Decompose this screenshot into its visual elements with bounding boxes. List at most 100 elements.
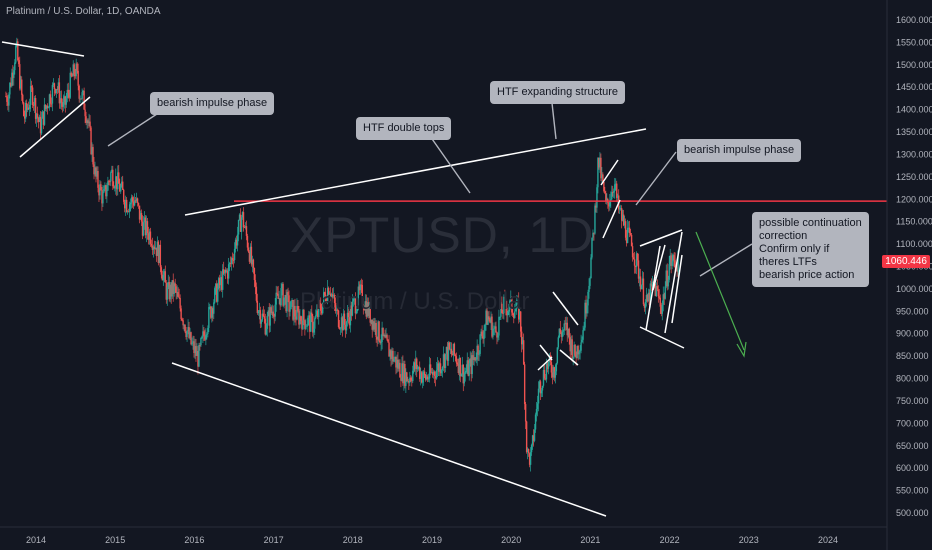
candle-body (498, 316, 500, 336)
candle-body (318, 303, 320, 318)
price-tick-label: 1600.000 (896, 15, 932, 25)
candle-body (294, 305, 296, 317)
expanding-structure-lower-line[interactable] (171, 362, 607, 517)
candle-body (303, 309, 305, 321)
flag-upper-line[interactable] (639, 229, 683, 247)
candle-body (419, 366, 421, 379)
candle-body (155, 247, 158, 256)
candle-body (623, 221, 626, 226)
candle-body (564, 323, 566, 325)
candle-body (223, 269, 226, 274)
callout-pointer[interactable] (429, 135, 471, 194)
candle-body (293, 305, 295, 320)
candle-body (592, 232, 594, 238)
callout-line: theres LTFs (759, 256, 817, 268)
candle-body (224, 269, 227, 273)
candle-body (454, 354, 457, 357)
candle-body (547, 362, 550, 369)
callout-htf-double-tops[interactable]: HTF double tops (356, 117, 452, 140)
candle-body (648, 292, 651, 305)
candle-body (147, 233, 150, 240)
expanding-structure-upper-line[interactable] (184, 128, 647, 216)
candle-body (487, 316, 489, 325)
time-axis[interactable]: 2014 2015 2016 2017 2018 2019 2020 2021 2022 2023… (26, 535, 838, 545)
channel-line[interactable] (539, 344, 553, 361)
candle-body (330, 294, 333, 298)
candle-body (448, 342, 451, 350)
candle-body (543, 369, 546, 379)
candle-body (181, 318, 183, 321)
price-tick-label: 1350.000 (896, 127, 932, 137)
channel-line[interactable] (602, 199, 621, 239)
candle-body (270, 307, 272, 314)
candle-body (281, 284, 283, 289)
candle-body (184, 324, 186, 332)
candle-body (202, 331, 204, 337)
candle-body (501, 303, 503, 314)
callout-bearish-impulse-2[interactable]: bearish impulse phase (677, 139, 802, 162)
projection-arrow-line[interactable] (695, 231, 745, 351)
candle-body (566, 322, 568, 336)
flag-internal-line[interactable] (664, 231, 683, 334)
candle-body (614, 184, 616, 191)
candle-body (214, 288, 216, 303)
candle-body (394, 356, 396, 360)
candle-body (506, 307, 508, 316)
callout-possible-continuation[interactable]: possible continuation correction Confirm… (752, 212, 869, 287)
candle-body (491, 316, 493, 337)
candle-body (409, 377, 411, 383)
candle-body (156, 241, 159, 256)
candle-body (161, 274, 164, 281)
candle-body (587, 291, 589, 306)
candle-body (601, 174, 603, 179)
projection-arrow-head[interactable] (736, 341, 747, 358)
candle-body (554, 371, 557, 378)
candle-body (268, 310, 270, 326)
candle-body (598, 157, 600, 168)
candle-body (393, 359, 395, 362)
candle-body (8, 94, 10, 106)
callout-pointer[interactable] (699, 243, 753, 277)
candle-body (529, 452, 532, 465)
channel-line[interactable] (600, 159, 619, 186)
callout-pointer[interactable] (635, 151, 677, 206)
channel-line[interactable] (537, 356, 553, 371)
candle-body (349, 305, 352, 326)
callout-line: bearish price action (759, 269, 855, 281)
candle-body (453, 343, 456, 355)
candle-body (376, 337, 378, 340)
time-tick-label: 2020 (501, 535, 521, 545)
flag-internal-line[interactable] (652, 244, 666, 291)
candle-body (211, 308, 213, 318)
flag-lower-line[interactable] (639, 326, 685, 349)
candle-body (527, 449, 530, 454)
candle-body (141, 221, 144, 236)
price-tick-label: 1400.000 (896, 105, 932, 115)
callout-pointer[interactable] (107, 111, 161, 147)
candle-body (43, 104, 46, 125)
candle-body (73, 64, 75, 75)
candle-body (579, 350, 581, 352)
channel-line[interactable] (552, 291, 579, 326)
candle-body (351, 301, 354, 316)
trend-line-top-left[interactable] (1, 41, 85, 57)
price-tick-label: 600.000 (896, 463, 929, 473)
candle-body (329, 293, 332, 298)
candle-body (346, 312, 349, 322)
candle-body (209, 306, 211, 308)
price-axis[interactable]: 500.000 550.000 600.000 650.000 700.000 750.0… (896, 15, 932, 518)
candle-body (123, 189, 125, 202)
candle-body (113, 186, 115, 188)
callout-htf-expanding-structure[interactable]: HTF expanding structure (490, 81, 626, 104)
callout-bearish-impulse-1[interactable]: bearish impulse phase (150, 92, 275, 115)
candle-body (373, 321, 375, 330)
candle-body (484, 324, 486, 331)
callout-pointer[interactable] (551, 102, 557, 140)
candle-body (517, 299, 519, 301)
candle-body (522, 340, 525, 365)
candle-body (457, 363, 460, 374)
flag-internal-line[interactable] (671, 254, 683, 324)
channel-line[interactable] (559, 349, 579, 366)
trend-line-support-left[interactable] (19, 96, 91, 158)
candle-body (206, 333, 208, 335)
